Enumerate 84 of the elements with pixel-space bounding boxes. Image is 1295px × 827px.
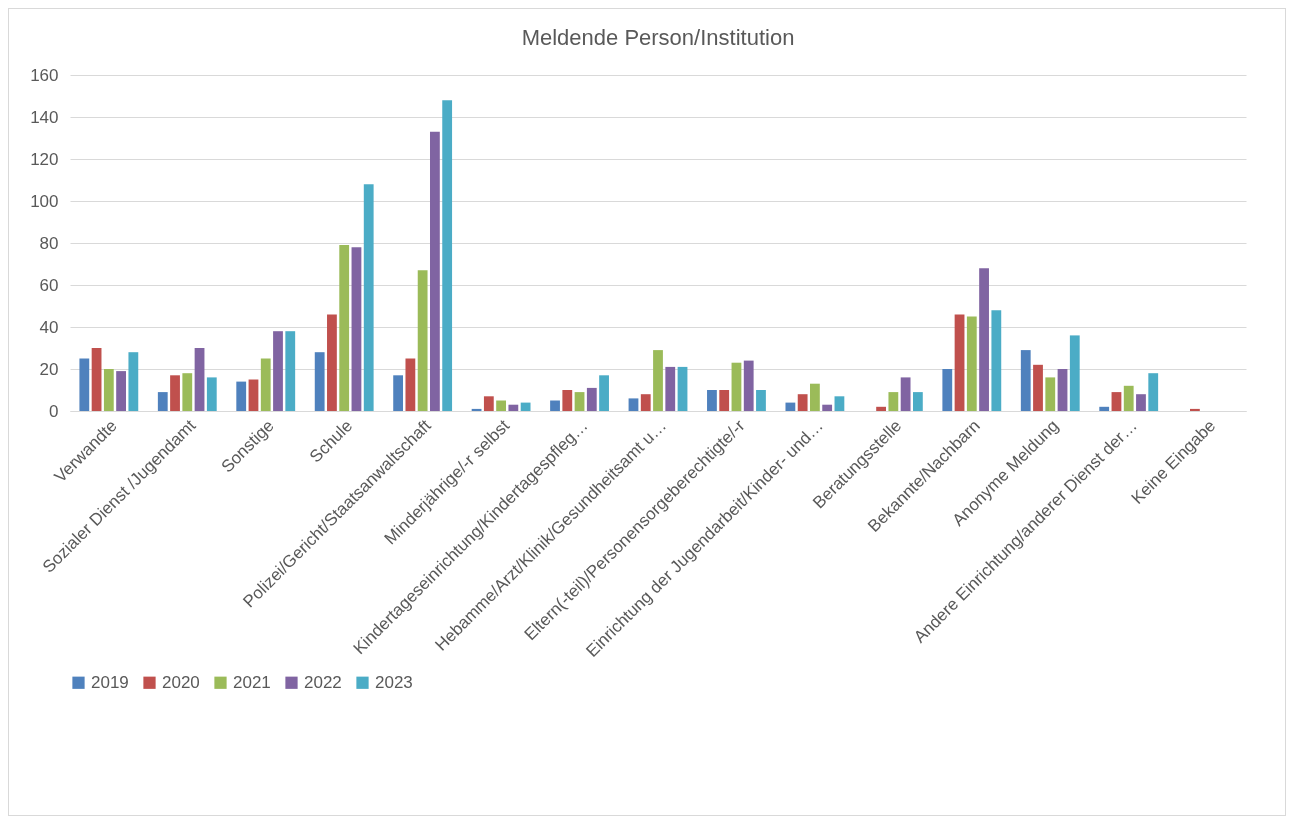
bar <box>876 406 886 411</box>
bar <box>285 331 296 411</box>
y-tick-label: 80 <box>39 233 59 253</box>
bar <box>942 369 953 411</box>
bar <box>954 314 965 411</box>
y-tick-label: 140 <box>30 107 59 127</box>
bar <box>1136 394 1146 411</box>
y-tick-label: 40 <box>39 317 59 337</box>
bar <box>314 352 325 411</box>
legend-label: 2023 <box>375 672 413 692</box>
bar <box>719 390 730 411</box>
bar <box>417 270 428 411</box>
bar <box>834 396 845 411</box>
y-tick-label: 60 <box>39 275 59 295</box>
bar <box>1190 408 1200 411</box>
bar <box>912 392 923 411</box>
bar <box>900 377 911 411</box>
bar <box>351 247 362 411</box>
bar <box>1123 385 1134 411</box>
bar <box>508 404 519 411</box>
bar <box>1045 377 1056 411</box>
bar <box>991 310 1002 411</box>
bar <box>797 394 808 411</box>
legend-label: 2020 <box>162 672 200 692</box>
bar <box>339 245 350 411</box>
bar <box>405 358 416 411</box>
bar <box>1111 392 1122 411</box>
bar <box>248 379 259 411</box>
bar <box>785 402 796 411</box>
bar <box>496 400 506 411</box>
bar <box>810 383 820 411</box>
legend-label: 2022 <box>304 672 342 692</box>
bar <box>1099 406 1110 411</box>
legend-label: 2021 <box>233 672 271 692</box>
bar <box>562 390 573 411</box>
bar <box>653 350 663 411</box>
bar <box>1148 373 1159 411</box>
bar <box>756 390 766 411</box>
y-tick-label: 160 <box>30 65 59 85</box>
bar <box>182 373 193 411</box>
bar <box>888 392 899 411</box>
bar <box>206 377 217 411</box>
bar <box>707 390 717 411</box>
bar <box>1020 350 1031 411</box>
bar <box>731 362 742 411</box>
bar <box>665 366 676 411</box>
bar <box>157 392 168 411</box>
bar <box>194 348 205 411</box>
bar <box>260 358 271 411</box>
bar <box>236 381 247 411</box>
bar <box>327 314 337 411</box>
bar <box>822 404 833 411</box>
bar <box>520 402 531 411</box>
bar <box>91 348 102 411</box>
bar <box>574 392 585 411</box>
bar <box>677 366 688 411</box>
bar <box>1057 369 1068 411</box>
bar <box>128 352 139 411</box>
y-tick-label: 20 <box>39 359 59 379</box>
bar <box>966 316 977 411</box>
legend-label: 2019 <box>91 672 129 692</box>
y-tick-label: 0 <box>49 401 59 421</box>
y-tick-label: 120 <box>30 149 59 169</box>
bar <box>273 331 283 411</box>
bar <box>430 131 440 411</box>
y-tick-label: 100 <box>30 191 59 211</box>
bar <box>442 100 453 411</box>
bar <box>363 184 374 411</box>
bar <box>550 400 560 411</box>
bar <box>393 375 404 411</box>
bar <box>1069 335 1080 411</box>
chart-title: Meldende Person/Institution <box>521 25 795 50</box>
bar <box>640 394 651 411</box>
bar <box>628 398 639 411</box>
bar <box>103 369 114 411</box>
bar <box>743 360 754 411</box>
bar <box>79 358 90 411</box>
bar <box>586 387 597 411</box>
bar <box>483 396 494 411</box>
bar <box>1033 364 1043 411</box>
bar <box>170 375 180 411</box>
bar <box>979 268 989 411</box>
bar <box>116 371 126 411</box>
bar <box>599 375 609 411</box>
